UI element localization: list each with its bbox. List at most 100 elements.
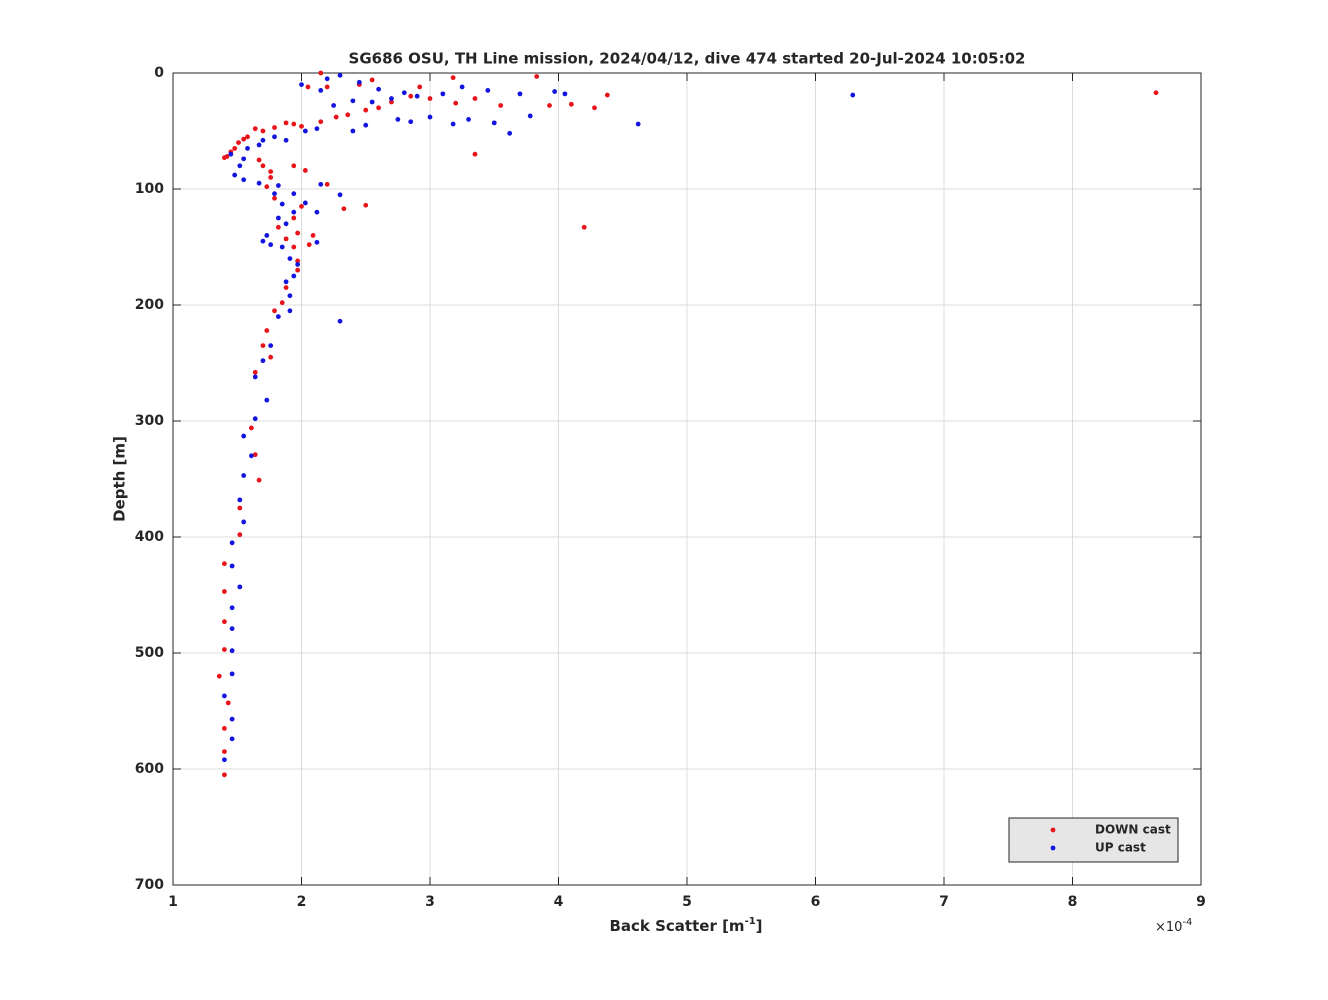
point (279, 244, 285, 250)
point (337, 318, 343, 324)
point (450, 121, 456, 127)
chart-title: SG686 OSU, TH Line mission, 2024/04/12, … (349, 50, 1026, 68)
point (408, 93, 414, 99)
point (440, 91, 446, 97)
point (232, 146, 238, 151)
point (581, 224, 587, 230)
point (216, 673, 222, 679)
point (363, 107, 369, 113)
point (222, 749, 227, 754)
point (291, 163, 297, 169)
point (264, 184, 270, 190)
y-tick-label: 200 (135, 297, 164, 313)
point (229, 648, 235, 654)
point (279, 300, 285, 306)
point (245, 134, 250, 140)
point (222, 589, 227, 594)
point (268, 242, 274, 248)
point (237, 532, 243, 538)
point (268, 175, 274, 180)
x-tick-label: 3 (425, 894, 435, 910)
point (291, 121, 297, 127)
point (369, 99, 375, 105)
point (472, 96, 478, 101)
point (291, 215, 297, 221)
y-tick-label: 0 (154, 65, 164, 81)
point (324, 76, 330, 82)
point (427, 114, 433, 120)
point (283, 120, 289, 126)
x-tick-label: 9 (1196, 894, 1206, 910)
point (222, 772, 227, 778)
point (264, 328, 270, 333)
point (260, 128, 266, 134)
point (275, 314, 281, 319)
point (299, 123, 304, 129)
x-tick-label: 2 (297, 894, 307, 910)
point (324, 84, 330, 90)
point (229, 716, 235, 722)
point (592, 105, 597, 111)
point (527, 113, 533, 119)
point (279, 201, 285, 207)
point (222, 561, 227, 567)
point (241, 433, 247, 439)
point (272, 125, 277, 130)
point (291, 244, 297, 250)
point (268, 343, 274, 348)
point (241, 519, 247, 525)
point (295, 267, 301, 273)
point (337, 72, 343, 78)
point (299, 82, 304, 87)
point (517, 91, 523, 97)
point (350, 128, 356, 134)
point (256, 477, 262, 483)
point (363, 202, 369, 208)
point (283, 236, 289, 242)
point (248, 425, 254, 431)
point (275, 215, 281, 221)
point (453, 100, 459, 106)
point (337, 192, 343, 198)
point (547, 103, 552, 108)
point (252, 416, 258, 422)
point (302, 128, 308, 134)
point (401, 90, 407, 96)
point (331, 103, 337, 108)
point (1153, 90, 1159, 96)
point (248, 453, 254, 459)
point (272, 308, 277, 314)
point (283, 137, 289, 143)
legend-marker (1050, 845, 1056, 851)
point (252, 452, 258, 458)
point (314, 209, 320, 215)
point (302, 200, 308, 206)
point (272, 191, 277, 197)
point (450, 75, 456, 81)
plot-frame (172, 72, 1202, 886)
y-tick-label: 500 (135, 645, 164, 661)
point (324, 181, 330, 187)
point (287, 293, 293, 299)
x-tick-label: 8 (1068, 894, 1078, 910)
x-label-sup: -1 (745, 916, 756, 927)
point (350, 98, 356, 104)
point (389, 99, 394, 105)
point (472, 151, 478, 157)
point (268, 169, 274, 175)
y-tick-label: 700 (135, 877, 164, 893)
x-label-text: Back Scatter [m (609, 917, 744, 935)
x-tick-label: 6 (811, 894, 821, 910)
point (237, 505, 243, 511)
point (283, 279, 289, 285)
point (241, 136, 247, 142)
point (291, 209, 297, 215)
point (295, 258, 301, 264)
legend-label: DOWN cast (1095, 823, 1171, 837)
point (241, 156, 247, 162)
y-tick-label: 300 (135, 413, 164, 429)
point (305, 84, 311, 90)
point (376, 86, 381, 92)
